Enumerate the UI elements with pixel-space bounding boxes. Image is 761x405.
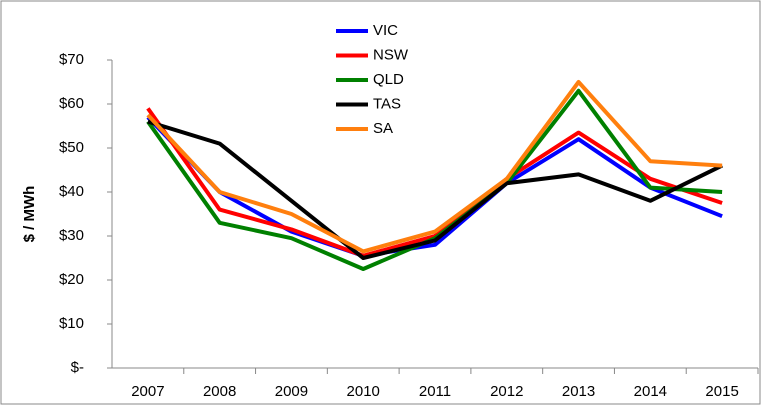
x-tick-label: 2011: [419, 383, 451, 400]
y-tick-label: $50: [59, 139, 84, 156]
y-tick-label: $-: [71, 359, 84, 376]
x-tick-label: 2008: [203, 383, 236, 400]
y-axis-label: $ / MWh: [21, 186, 38, 243]
legend-label: TAS: [373, 95, 401, 112]
x-tick-label: 2009: [275, 383, 308, 400]
x-tick-label: 2015: [705, 383, 738, 400]
x-tick-label: 2010: [347, 383, 380, 400]
x-tick-label: 2014: [634, 383, 667, 400]
y-tick-label: $20: [59, 271, 84, 288]
x-tick-label: 2012: [490, 383, 523, 400]
legend-label: SA: [373, 120, 393, 137]
legend-label: QLD: [373, 71, 404, 88]
x-tick-label: 2007: [131, 383, 164, 400]
legend-label: VIC: [373, 22, 398, 39]
y-tick-label: $40: [59, 183, 84, 200]
y-tick-label: $70: [59, 51, 84, 68]
y-tick-label: $60: [59, 95, 84, 112]
x-tick-label: 2013: [562, 383, 595, 400]
y-tick-label: $10: [59, 315, 84, 332]
series-line: [146, 80, 723, 254]
series-line: [146, 115, 723, 258]
series-line: [147, 119, 723, 260]
legend-label: NSW: [373, 46, 409, 63]
y-tick-label: $30: [59, 227, 84, 244]
